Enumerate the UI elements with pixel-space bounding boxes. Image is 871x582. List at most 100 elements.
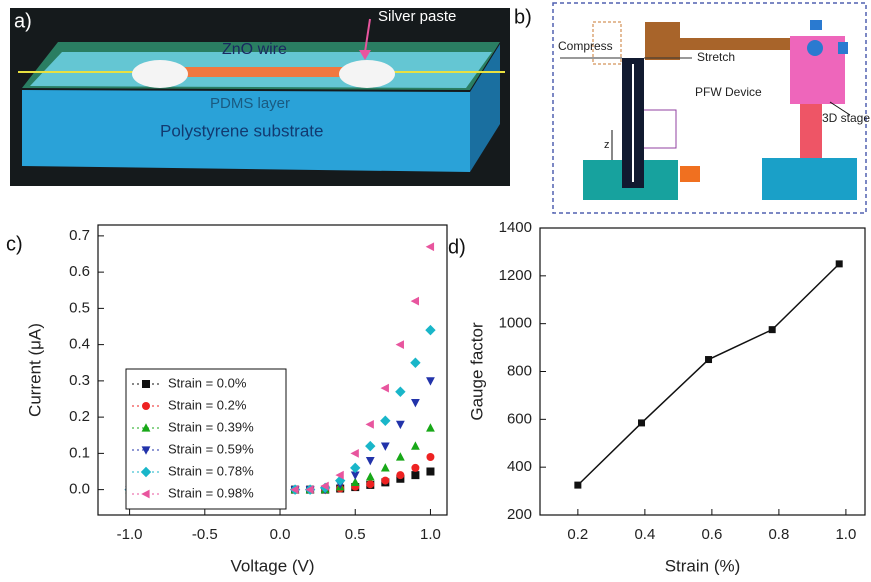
x-tick-label: 1.0	[420, 526, 441, 543]
clamp	[645, 22, 680, 60]
marker	[396, 452, 405, 460]
y-tick-label: 1000	[499, 315, 532, 332]
marker	[410, 358, 420, 368]
marker	[426, 453, 434, 461]
x-tick-label: 0.5	[345, 526, 366, 543]
base	[762, 158, 857, 200]
label: Silver paste	[378, 8, 456, 25]
y-tick-label: 0.5	[69, 299, 90, 316]
y-tick-label: 0.7	[69, 227, 90, 244]
x-axis-label: Strain (%)	[665, 556, 741, 575]
panel-label: b)	[514, 6, 532, 28]
marker	[366, 480, 374, 488]
marker	[365, 441, 375, 451]
marker	[426, 377, 435, 385]
panel-label: a)	[14, 10, 32, 32]
x-tick-label: 1.0	[835, 526, 856, 543]
knob	[807, 40, 823, 56]
zno-wire	[180, 67, 360, 77]
marker	[574, 482, 581, 489]
label: Polystyrene substrate	[160, 121, 323, 140]
x-axis-label: Voltage (V)	[230, 556, 314, 575]
label: Compress	[558, 39, 613, 53]
label: Stretch	[697, 50, 735, 64]
panel-label: c)	[6, 233, 23, 255]
label: PFW Device	[695, 85, 762, 99]
legend-label: Strain = 0.78%	[168, 463, 254, 478]
y-tick-label: 400	[507, 458, 532, 475]
y-axis-label: Current (μA)	[25, 323, 44, 417]
legend-label: Strain = 0.2%	[168, 397, 247, 412]
legend-label: Strain = 0.59%	[168, 441, 254, 456]
marker	[381, 463, 390, 471]
plug	[680, 166, 700, 182]
label: z	[604, 139, 610, 151]
marker	[411, 471, 419, 479]
knob	[838, 42, 848, 54]
plot-frame	[540, 228, 865, 515]
label: PDMS layer	[210, 95, 290, 112]
marker	[705, 356, 712, 363]
marker	[411, 399, 420, 407]
marker	[426, 468, 434, 476]
marker	[350, 463, 360, 473]
panel-b: b) Compress Stretch PFW Device 3D stage …	[514, 3, 870, 213]
marker	[638, 419, 645, 426]
y-tick-label: 0.0	[69, 481, 90, 498]
marker	[425, 325, 435, 335]
label: ZnO wire	[222, 41, 287, 58]
y-tick-label: 0.4	[69, 336, 90, 353]
marker	[396, 471, 404, 479]
marker	[366, 472, 375, 480]
knob	[810, 20, 822, 30]
y-tick-label: 0.6	[69, 263, 90, 280]
marker	[769, 326, 776, 333]
x-tick-label: 0.6	[701, 526, 722, 543]
x-tick-label: 0.2	[567, 526, 588, 543]
marker	[411, 464, 419, 472]
y-tick-label: 600	[507, 410, 532, 427]
x-tick-label: -1.0	[117, 526, 143, 543]
y-tick-label: 800	[507, 362, 532, 379]
marker	[396, 421, 405, 429]
marker	[836, 260, 843, 267]
y-tick-label: 1400	[499, 219, 532, 236]
legend-label: Strain = 0.0%	[168, 375, 247, 390]
x-tick-label: -0.5	[192, 526, 218, 543]
marker	[395, 387, 405, 397]
x-tick-label: 0.0	[270, 526, 291, 543]
y-tick-label: 200	[507, 506, 532, 523]
marker	[411, 441, 420, 449]
legend-label: Strain = 0.39%	[168, 419, 254, 434]
y-tick-label: 1200	[499, 267, 532, 284]
figure: a) ZnO wire Silver paste PDMS layer Poly…	[0, 0, 871, 582]
legend-marker	[142, 380, 150, 388]
marker	[366, 457, 375, 465]
marker	[426, 423, 435, 431]
silver-dome	[339, 60, 395, 88]
silver-dome	[132, 60, 188, 88]
y-tick-label: 0.1	[69, 444, 90, 461]
marker	[381, 443, 390, 451]
panel-a: a) ZnO wire Silver paste PDMS layer Poly…	[10, 8, 510, 186]
label: 3D stage	[822, 111, 870, 125]
marker	[411, 297, 419, 306]
marker	[365, 420, 373, 429]
y-tick-label: 0.2	[69, 408, 90, 425]
marker	[426, 242, 434, 251]
marker	[381, 384, 389, 393]
line	[578, 264, 839, 485]
marker	[381, 477, 389, 485]
legend-label: Strain = 0.98%	[168, 485, 254, 500]
panel-label: d)	[448, 236, 466, 258]
marker	[396, 340, 404, 349]
marker	[380, 416, 390, 426]
y-axis-label: Gauge factor	[467, 322, 486, 421]
x-tick-label: 0.8	[768, 526, 789, 543]
stage-pole	[800, 104, 822, 160]
marker	[350, 449, 358, 458]
legend-marker	[142, 402, 150, 410]
circuit	[644, 110, 676, 148]
y-tick-label: 0.3	[69, 372, 90, 389]
x-tick-label: 0.4	[634, 526, 655, 543]
